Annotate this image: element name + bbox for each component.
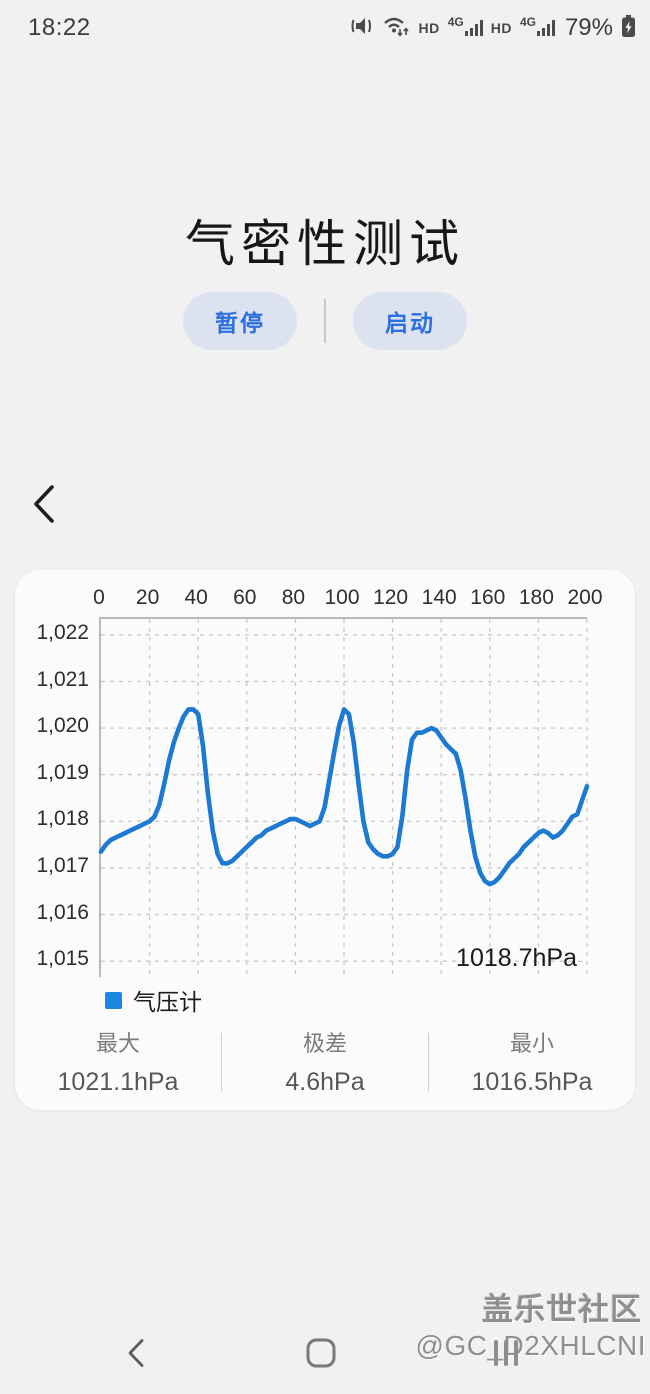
stat-min: 最小 1016.5hPa	[429, 1026, 635, 1097]
battery-charging-icon	[621, 14, 636, 43]
button-divider	[324, 299, 326, 343]
nav-recents-icon	[494, 1340, 498, 1366]
hd-voice-icon-2: HD	[490, 20, 512, 36]
nav-back-button[interactable]	[126, 1338, 146, 1371]
x-tick-label: 20	[135, 586, 160, 609]
y-tick-label: 1,019	[36, 760, 89, 784]
stat-max-label: 最大	[95, 1031, 140, 1056]
page-title: 气密性测试	[185, 216, 465, 272]
start-button[interactable]: 启动	[353, 292, 467, 350]
nav-back-icon	[128, 1339, 144, 1367]
watermark-username: @GC_D2XHLCNI	[415, 1330, 646, 1361]
y-tick-label: 1,017	[36, 853, 89, 877]
x-tick-label: 160	[470, 586, 506, 609]
wifi-icon	[382, 15, 410, 42]
stat-min-value: 1016.5hPa	[471, 1068, 593, 1096]
status-bar: 18:22 HD 4G HD 4G 79%	[0, 0, 650, 56]
legend-swatch-icon	[105, 991, 122, 1009]
stat-range: 极差 4.6hPa	[222, 1026, 428, 1097]
x-tick-label: 0	[93, 586, 105, 609]
current-pressure-value: 1018.7hPa	[456, 944, 577, 972]
mute-vibrate-icon	[350, 15, 374, 42]
stat-min-label: 最小	[509, 1031, 554, 1056]
stats-row: 最大 1021.1hPa 极差 4.6hPa 最小 1016.5hPa	[15, 1026, 635, 1097]
clock: 18:22	[28, 14, 91, 41]
line-chart	[98, 619, 590, 977]
legend-label: 气压计	[133, 989, 202, 1015]
x-tick-label: 40	[184, 586, 208, 609]
x-axis-labels: 0 20 40 60 80 100 120 140 160 180 200	[93, 586, 602, 610]
nav-home-button[interactable]	[306, 1338, 336, 1371]
pressure-chart-card: 0 20 40 60 80 100 120 140 160 180 200 1,022 1,021 1,…	[15, 570, 635, 1110]
y-tick-label: 1,018	[36, 807, 89, 831]
x-tick-label: 60	[233, 586, 257, 609]
stat-max-value: 1021.1hPa	[57, 1068, 179, 1096]
chart-plot-area[interactable]	[98, 617, 590, 977]
stat-range-label: 极差	[302, 1031, 347, 1056]
y-tick-label: 1,021	[36, 667, 89, 691]
x-tick-label: 200	[567, 586, 603, 609]
watermark-community: 盖乐世社区	[482, 1292, 642, 1327]
navigation-bar	[0, 1312, 650, 1394]
y-tick-label: 1,022	[36, 620, 89, 644]
x-tick-label: 140	[421, 586, 457, 609]
chart-legend: 气压计	[105, 983, 202, 1017]
nav-home-icon	[306, 1338, 336, 1368]
signal-4g-icon-2: 4G	[520, 15, 555, 36]
x-tick-label: 100	[324, 586, 360, 609]
y-tick-label: 1,015	[36, 947, 89, 971]
y-tick-label: 1,016	[36, 900, 89, 924]
chevron-left-icon	[34, 485, 54, 523]
y-axis-labels: 1,022 1,021 1,020 1,019 1,018 1,017 1,016 1,015	[15, 617, 89, 975]
stat-divider	[221, 1032, 222, 1091]
back-button[interactable]	[22, 482, 66, 526]
battery-percent: 79%	[564, 14, 613, 41]
x-tick-label: 120	[373, 586, 409, 609]
y-tick-label: 1,020	[36, 714, 89, 738]
hd-voice-icon: HD	[418, 20, 440, 36]
action-buttons: 暂停 启动	[0, 292, 650, 350]
pause-button[interactable]: 暂停	[183, 292, 297, 350]
stat-max: 最大 1021.1hPa	[15, 1026, 221, 1097]
stat-divider	[428, 1032, 429, 1091]
stat-range-value: 4.6hPa	[285, 1068, 365, 1096]
signal-4g-icon-1: 4G	[448, 15, 483, 36]
status-icons: HD 4G HD 4G 79%	[350, 14, 636, 43]
x-tick-label: 80	[281, 586, 306, 609]
x-tick-label: 180	[518, 586, 554, 609]
nav-recents-button[interactable]	[494, 1340, 518, 1366]
